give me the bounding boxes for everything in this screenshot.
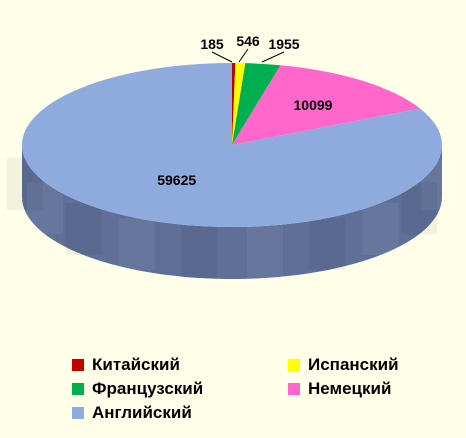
- pie-slice-chinese: [232, 63, 236, 145]
- leader-line-chinese: [211, 51, 233, 63]
- legend-swatch-spanish: [288, 359, 300, 371]
- pie-side-shading: [6, 157, 458, 278]
- legend-item-french: Французский: [72, 378, 203, 400]
- legend-label-english: Английский: [92, 403, 192, 422]
- legend-label-chinese: Китайский: [92, 355, 180, 374]
- legend-label-french: Французский: [92, 379, 204, 398]
- data-labels: 185 546 1955 10099 59625: [157, 33, 332, 188]
- pie-side-english: [22, 145, 442, 279]
- legend: Китайский Испанский Французский Немецкий…: [0, 352, 466, 432]
- legend-item-chinese: Китайский: [72, 354, 180, 376]
- pie-slice-spanish: [232, 63, 246, 145]
- pie-top: [22, 63, 443, 227]
- data-label-german: 10099: [294, 97, 333, 113]
- pie-slice-french: [232, 63, 281, 146]
- legend-swatch-chinese: [72, 359, 84, 371]
- legend-item-german: Немецкий: [288, 378, 391, 400]
- legend-item-english: Английский: [72, 402, 192, 424]
- pie-side-walls: [22, 145, 442, 279]
- leader-line-french: [261, 51, 285, 63]
- data-label-spanish: 546: [236, 33, 260, 49]
- leader-line-spanish: [238, 48, 249, 63]
- pie-slice-english: [22, 63, 443, 227]
- legend-item-spanish: Испанский: [288, 354, 399, 376]
- data-label-chinese: 185: [200, 36, 224, 52]
- pie-slice-german: [232, 65, 421, 145]
- pie-chart: 185 546 1955 10099 59625: [6, 33, 458, 279]
- data-label-french: 1955: [268, 36, 299, 52]
- legend-swatch-english: [72, 407, 84, 419]
- legend-label-german: Немецкий: [308, 379, 392, 398]
- legend-swatch-german: [288, 383, 300, 395]
- data-label-english: 59625: [157, 172, 196, 188]
- legend-label-spanish: Испанский: [308, 355, 399, 374]
- legend-swatch-french: [72, 383, 84, 395]
